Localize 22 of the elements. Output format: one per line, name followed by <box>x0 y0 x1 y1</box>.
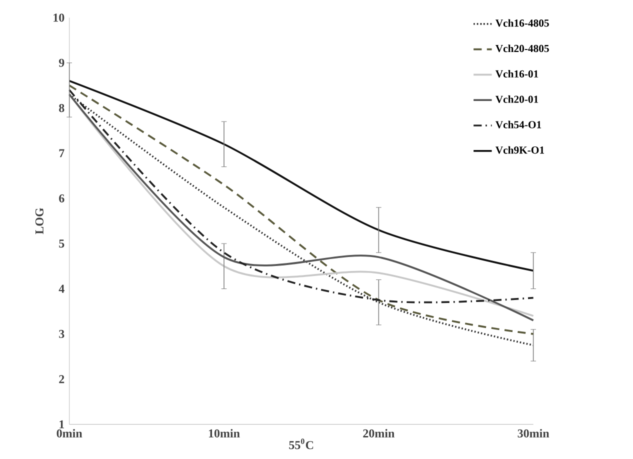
legend-label: Vch16-01 <box>496 70 538 78</box>
y-tick-label: 4 <box>58 284 64 293</box>
y-tick-label: 2 <box>59 375 64 384</box>
x-tick-label: 30min <box>518 429 550 438</box>
y-tick-label: 5 <box>59 240 64 248</box>
y-tick-label: 8 <box>59 104 64 112</box>
legend-label: Vch54-O1 <box>496 120 542 128</box>
x-tick-label: 0min <box>56 429 82 438</box>
x-axis-title: 55$^{0}$C <box>289 438 314 450</box>
y-tick-label: 9 <box>58 58 64 67</box>
y-tick-label: 10 <box>54 14 64 22</box>
legend-label: Vch20-4805 <box>496 44 549 52</box>
legend-label: Vch20-01 <box>496 95 538 103</box>
x-tick-label: 20min <box>363 429 394 438</box>
y-tick-label: 1 <box>60 420 64 428</box>
y-tick-label: 6 <box>59 194 64 202</box>
x-tick-label: 10min <box>208 429 240 438</box>
legend-label: Vch9K-O1 <box>496 146 544 154</box>
legend-label: Vch16-4805 <box>496 19 549 27</box>
y-axis-title: LOG <box>35 208 44 234</box>
y-tick-label: 7 <box>59 149 64 158</box>
y-tick-label: 3 <box>59 330 64 338</box>
